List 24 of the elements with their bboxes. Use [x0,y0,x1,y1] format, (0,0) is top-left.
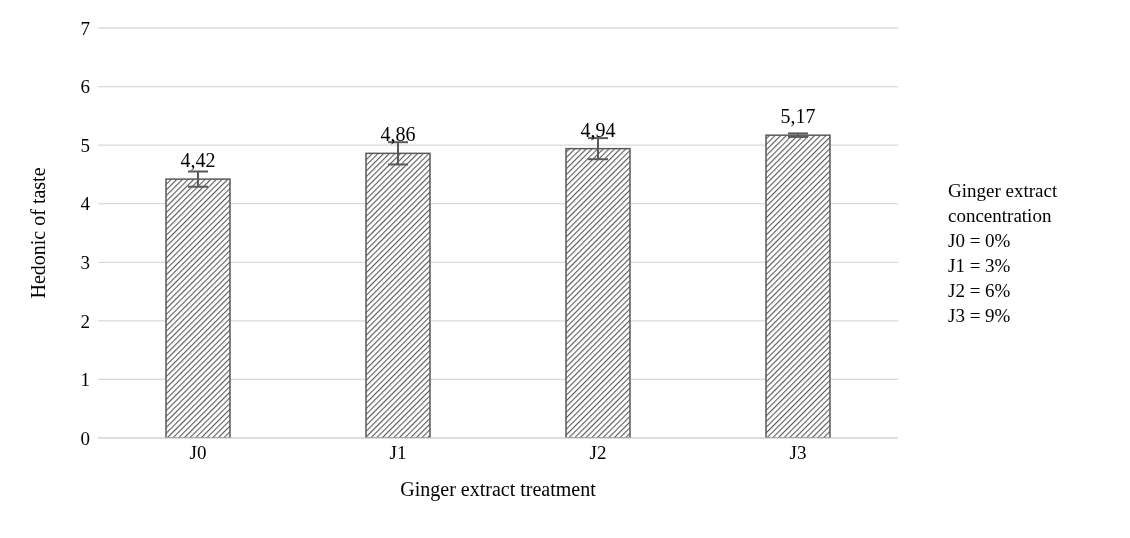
y-tick-label: 0 [80,427,90,449]
text: J1 = 3% [948,254,1012,278]
y-tick-label: 3 [80,252,90,274]
y-tick-label: 1 [80,369,90,391]
data-label: 5,17 [780,105,816,128]
y-tick-label: 2 [80,310,90,332]
data-label: 4,94 [580,118,616,141]
x-tick-label: J0 [189,442,207,464]
text: Ginger extract concentration [948,179,1059,228]
text: J0 = 0% [948,229,1012,253]
data-label: 4,86 [380,123,416,146]
bar [765,134,831,438]
text: J3 = 9% [948,304,1012,328]
text: J2 = 6% [948,279,1012,303]
y-axis-title: Hedonic of taste [27,167,50,299]
x-tick-label: J1 [389,442,407,464]
y-tick-label: 7 [80,17,90,39]
x-tick-label: J3 [789,442,807,464]
x-axis-title: Ginger extract treatment [400,478,597,501]
y-tick-label: 6 [80,76,90,98]
y-tick-label: 5 [80,134,90,156]
data-label: 4,42 [180,149,216,172]
y-tick-label: 4 [80,193,91,215]
x-tick-label: J2 [589,442,607,464]
